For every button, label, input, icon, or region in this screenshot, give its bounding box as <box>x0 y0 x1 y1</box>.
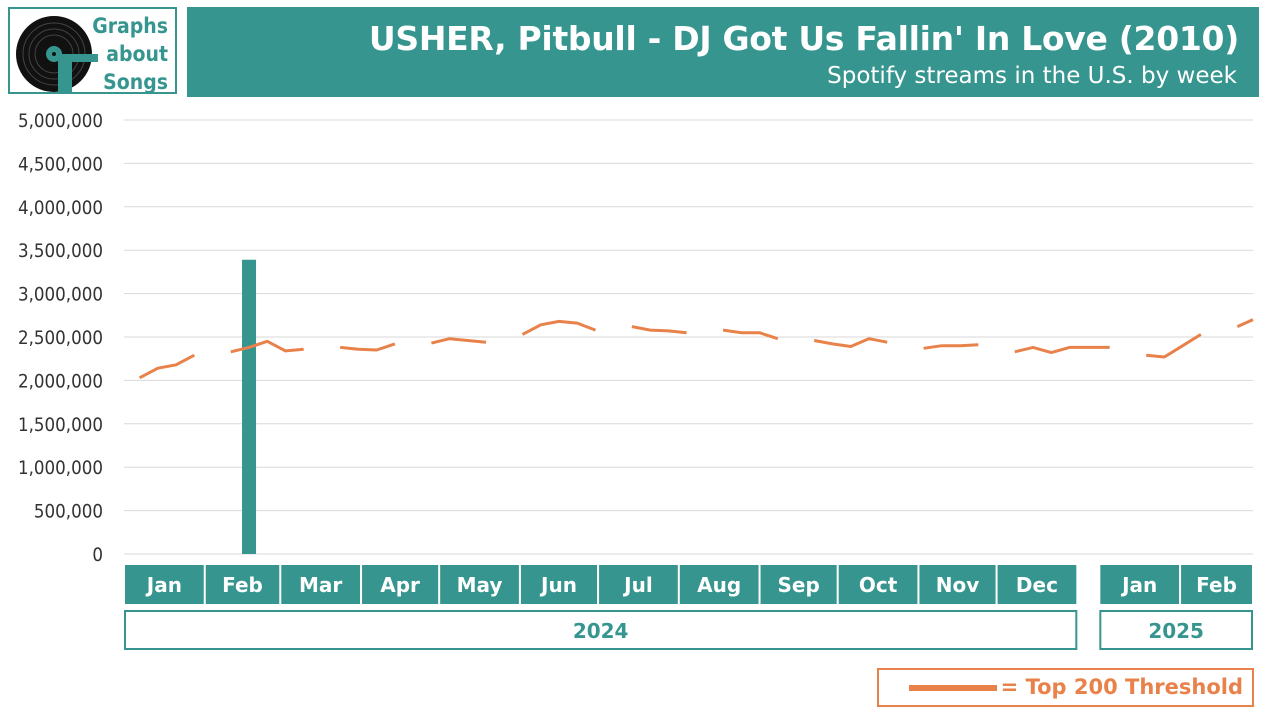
legend: = Top 200 Threshold <box>877 668 1254 707</box>
month-label: Aug <box>679 565 759 604</box>
month-text: Nov <box>936 573 980 597</box>
month-label: Dec <box>997 565 1077 604</box>
month-label: Oct <box>838 565 918 604</box>
month-cell <box>1100 565 1180 604</box>
month-text: Jan <box>145 573 182 597</box>
month-label: Jan <box>1100 565 1180 604</box>
threshold-line-segment <box>631 325 687 335</box>
logo-line-2: about <box>106 42 168 66</box>
month-cell <box>362 565 439 604</box>
threshold-line-segment <box>138 353 195 380</box>
month-label: May <box>440 565 519 604</box>
logo-text: Graphs about Songs <box>92 12 168 96</box>
year-label: 2025 <box>1099 610 1254 650</box>
year-text: 2024 <box>573 619 629 643</box>
y-tick-label: 3,000,000 <box>18 284 103 306</box>
y-tick-label: 1,500,000 <box>18 414 103 436</box>
vinyl-record-icon <box>16 16 98 93</box>
year-cell <box>1099 610 1254 650</box>
y-tick-labels: 0 500,000 1,000,000 1,500,000 2,000,000 2,500… <box>18 110 103 566</box>
month-text: Sep <box>777 573 819 597</box>
logo-line-1: Graphs <box>92 14 168 38</box>
threshold-line-segment <box>230 339 304 354</box>
month-label: Jun <box>520 565 598 604</box>
month-label: Feb <box>1181 565 1252 604</box>
month-text: Jul <box>622 573 653 597</box>
month-cell <box>919 565 996 604</box>
month-cell <box>520 565 598 604</box>
month-cell <box>125 565 204 604</box>
y-tick-label: 2,500,000 <box>18 327 103 349</box>
chart-title: USHER, Pitbull - DJ Got Us Fallin' In Lo… <box>368 19 1239 58</box>
threshold-line-segment <box>923 343 979 350</box>
chart-subtitle: Spotify streams in the U.S. by week <box>827 63 1237 89</box>
month-label: Jul <box>599 565 678 604</box>
month-label: Apr <box>362 565 439 604</box>
threshold-line-segment <box>1014 345 1110 355</box>
threshold-line-segment <box>431 337 487 345</box>
month-label: Sep <box>760 565 837 604</box>
month-cell <box>838 565 918 604</box>
y-tick-label: 2,000,000 <box>18 370 103 392</box>
y-tick-label: 1,000,000 <box>18 457 103 479</box>
month-labels: Jan Feb Mar Apr May Jun Jul Aug Sep Oct Nov Dec Jan F… <box>125 565 1252 604</box>
month-text: Jun <box>539 573 577 597</box>
month-cell <box>997 565 1077 604</box>
month-cell <box>281 565 361 604</box>
month-cell <box>205 565 280 604</box>
month-text: Jan <box>1120 573 1157 597</box>
threshold-line-segment <box>722 328 779 341</box>
bar <box>242 259 257 554</box>
month-cell <box>1181 565 1252 604</box>
month-text: Aug <box>697 573 741 597</box>
legend-swatch <box>909 685 997 691</box>
month-text: Mar <box>299 573 342 597</box>
threshold-line-segment <box>1146 333 1202 359</box>
month-cell <box>679 565 759 604</box>
month-text: May <box>457 573 503 597</box>
threshold-line-segment <box>813 337 888 348</box>
threshold-line-segment <box>1236 318 1254 328</box>
y-tick-label: 0 <box>92 544 103 566</box>
bars <box>242 259 257 554</box>
month-label: Mar <box>281 565 361 604</box>
threshold-line-segment <box>521 319 597 336</box>
month-cell <box>599 565 678 604</box>
month-cell <box>440 565 519 604</box>
month-label: Jan <box>125 565 204 604</box>
month-text: Feb <box>222 573 263 597</box>
month-text: Oct <box>859 573 898 597</box>
threshold-line-segment <box>340 342 396 352</box>
month-label: Nov <box>919 565 996 604</box>
gridlines <box>124 119 1253 555</box>
year-cell <box>124 610 1078 650</box>
month-text: Dec <box>1016 573 1058 597</box>
month-cell <box>760 565 837 604</box>
threshold-line <box>138 318 1254 380</box>
legend-label: = Top 200 Threshold <box>1000 675 1243 699</box>
year-labels: 2024 2025 <box>124 610 1254 650</box>
y-tick-label: 4,000,000 <box>18 197 103 219</box>
year-label: 2024 <box>124 610 1078 650</box>
month-text: Feb <box>1196 573 1237 597</box>
y-tick-label: 3,500,000 <box>18 240 103 262</box>
title-banner: USHER, Pitbull - DJ Got Us Fallin' In Lo… <box>187 7 1259 97</box>
month-label: Feb <box>205 565 280 604</box>
logo: Graphs about Songs <box>8 7 177 94</box>
logo-line-3: Songs <box>103 70 168 94</box>
y-tick-label: 500,000 <box>34 501 103 523</box>
month-text: Apr <box>380 573 420 597</box>
year-text: 2025 <box>1148 619 1204 643</box>
y-tick-label: 5,000,000 <box>18 110 103 132</box>
y-tick-label: 4,500,000 <box>18 153 103 175</box>
